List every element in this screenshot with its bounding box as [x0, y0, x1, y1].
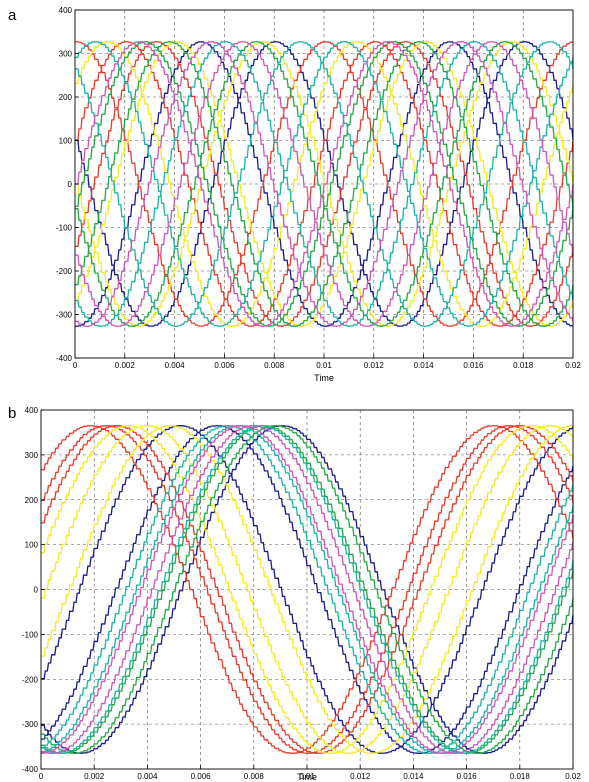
y-tick-label: 300 — [25, 451, 39, 460]
y-tick-label: 300 — [59, 50, 73, 59]
series-group — [41, 425, 574, 754]
y-tick-label: -100 — [56, 224, 73, 233]
series-line-11 — [41, 425, 574, 754]
series-line-6 — [41, 425, 574, 754]
series-line-2 — [41, 425, 574, 754]
x-tick-label: 0.018 — [510, 772, 531, 781]
x-tick-label: 0 — [73, 361, 78, 370]
series-line-1 — [75, 41, 574, 327]
y-tick-label: -400 — [56, 354, 73, 363]
x-tick-label: 0.01 — [316, 361, 332, 370]
x-tick-label: 0.002 — [115, 361, 136, 370]
series-group — [75, 41, 574, 327]
series-line-7 — [41, 425, 574, 754]
x-tick-label: 0.02 — [565, 772, 581, 781]
x-tick-label: 0.008 — [264, 361, 285, 370]
series-line-10 — [41, 425, 574, 754]
y-tick-label: 100 — [25, 541, 39, 550]
series-line-16 — [75, 41, 574, 327]
x-tick-label: 0.014 — [414, 361, 435, 370]
series-line-12 — [75, 41, 574, 327]
y-tick-label: 400 — [59, 6, 73, 15]
series-line-1 — [41, 425, 574, 754]
series-line-9 — [41, 425, 574, 754]
x-tick-label: 0 — [39, 772, 44, 781]
y-tick-label: -200 — [56, 267, 73, 276]
series-line-3 — [41, 425, 574, 754]
series-line-4 — [75, 41, 574, 327]
series-line-5 — [41, 425, 574, 754]
y-tick-label: 200 — [25, 496, 39, 505]
y-tick-label: 400 — [25, 406, 39, 415]
x-tick-label: 0.016 — [457, 772, 478, 781]
y-tick-label: -200 — [22, 675, 39, 684]
series-line-16 — [41, 425, 574, 754]
x-tick-label: 0.018 — [513, 361, 534, 370]
y-tick-label: -300 — [22, 720, 39, 729]
x-tick-label: 0.01 — [299, 772, 315, 781]
x-tick-label: 0.004 — [165, 361, 186, 370]
x-tick-label: 0.008 — [244, 772, 265, 781]
x-tick-label: 0.016 — [463, 361, 484, 370]
series-line-12 — [41, 425, 574, 754]
panel-letter-b: b — [8, 405, 16, 422]
series-line-15 — [75, 41, 574, 327]
x-axis-label: Time — [314, 373, 334, 383]
series-line-8 — [41, 425, 574, 754]
series-line-17 — [75, 41, 574, 327]
x-tick-label: 0.012 — [350, 772, 371, 781]
x-tick-label: 0.004 — [137, 772, 158, 781]
x-tick-label: 0.006 — [191, 772, 212, 781]
y-tick-label: -100 — [22, 630, 39, 639]
series-line-15 — [41, 425, 574, 754]
panel-b: b 0 0.002 0.004 0.006 0.008 0.01 0.012 0.014 0.0… — [8, 405, 581, 782]
x-axis-label: Time — [297, 772, 317, 782]
x-tick-label: 0.014 — [403, 772, 424, 781]
series-line-7 — [75, 41, 574, 327]
y-tick-label: 200 — [59, 93, 73, 102]
x-tick-label: 0.002 — [84, 772, 105, 781]
y-tick-label: 100 — [59, 137, 73, 146]
series-line-4 — [41, 425, 574, 754]
x-tick-label: 0.02 — [565, 361, 581, 370]
series-line-14 — [41, 425, 574, 754]
series-line-13 — [41, 425, 574, 754]
panel-a: a 0 0.002 0.004 0.006 0.008 0.01 0.012 0.014 0.0… — [8, 6, 581, 383]
y-tick-label: -400 — [22, 765, 39, 774]
y-tick-label: 0 — [68, 180, 73, 189]
series-line-14 — [75, 41, 574, 327]
y-tick-label: -300 — [56, 311, 73, 320]
x-tick-label: 0.006 — [214, 361, 235, 370]
x-tick-label: 0.012 — [364, 361, 385, 370]
y-tick-label: 0 — [34, 586, 39, 595]
panel-letter-a: a — [8, 7, 17, 24]
